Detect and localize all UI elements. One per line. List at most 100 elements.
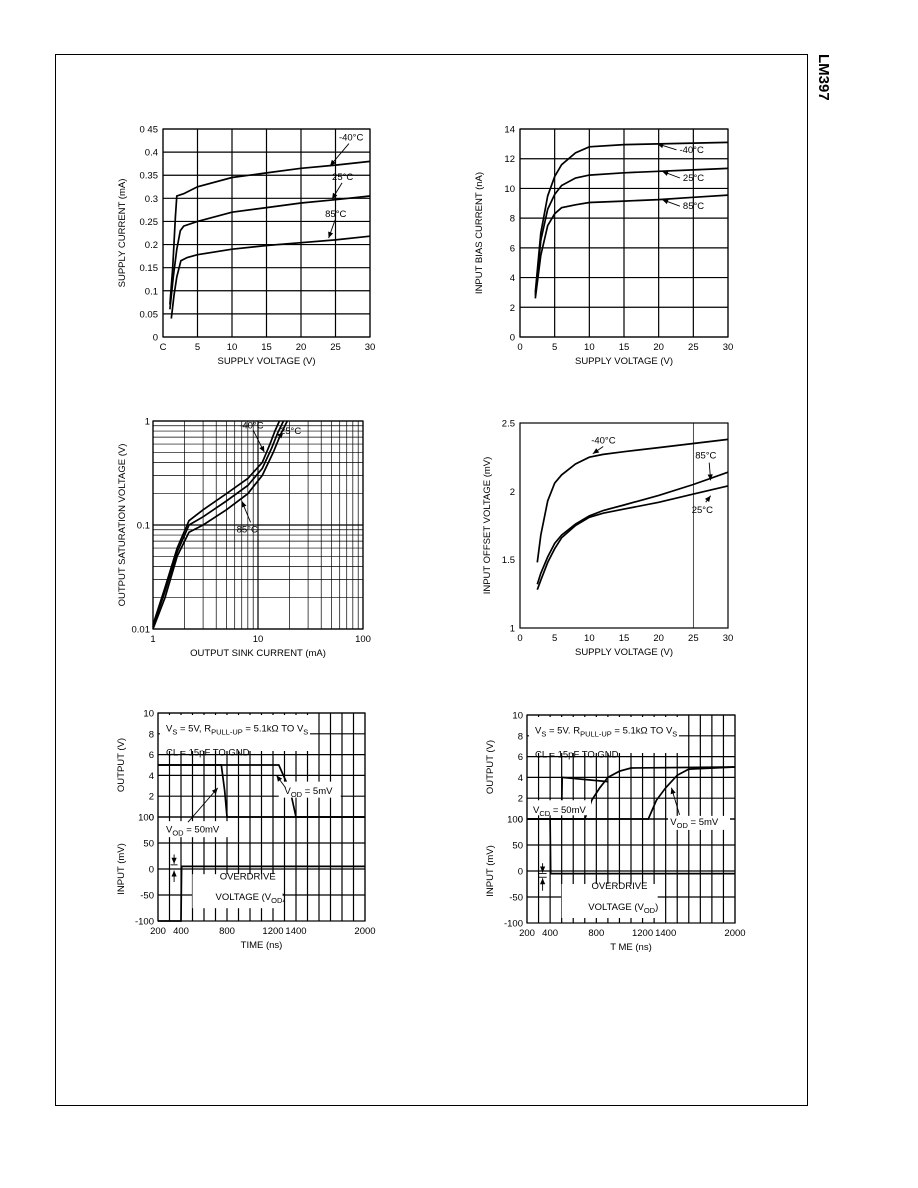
output-trace xyxy=(527,766,736,820)
series-line xyxy=(536,438,729,563)
annotation-arrow xyxy=(657,143,677,151)
series-line xyxy=(170,235,371,319)
vod-50mv-arrow xyxy=(187,787,219,823)
y-tick-label: 100 xyxy=(138,813,154,824)
y-tick-label: 0.01 xyxy=(132,625,151,636)
y-axis-label-output: OUTPUT (V) xyxy=(116,738,127,792)
x-axis-label: OUTPUT SINK CURRENT (mA) xyxy=(190,648,326,659)
series-annotation: -40°C xyxy=(591,436,616,447)
x-tick-label: 10 xyxy=(584,633,595,644)
vod-5mv-label: VOD = 5mV xyxy=(670,817,719,830)
x-tick-label: 800 xyxy=(588,928,604,939)
y-tick-label: 0.35 xyxy=(140,171,159,182)
y-tick-label: 0.1 xyxy=(145,286,158,297)
y-tick-label: 0.1 xyxy=(137,521,150,532)
x-tick-label: 100 xyxy=(355,634,371,645)
vod-5mv-label: VOD = 5mV xyxy=(285,786,334,799)
series-line xyxy=(534,141,729,293)
y-tick-label: -50 xyxy=(509,893,523,904)
x-tick-label: 5 xyxy=(552,633,557,644)
y-axis-label-input: INPUT (mV) xyxy=(485,845,496,897)
y-tick-label: 50 xyxy=(143,839,154,850)
x-tick-label: 2000 xyxy=(354,926,375,937)
y-axis-label: OUTPUT SATURATION VOLTAGE (V) xyxy=(117,444,128,607)
plot-area xyxy=(519,422,729,629)
x-tick-label: 200 xyxy=(519,928,535,939)
x-tick-label: 800 xyxy=(219,926,235,937)
x-tick-label: 10 xyxy=(227,342,238,353)
series-annotation: 25°C xyxy=(692,505,713,516)
annotation-arrow xyxy=(707,462,713,481)
test-condition-1: VS = 5V, RPULL-UP = 5.1kΩ TO VS xyxy=(166,724,308,737)
series-annotation: -40°C xyxy=(679,145,704,156)
y-tick-label: 12 xyxy=(504,154,515,165)
series-line xyxy=(534,167,729,296)
annotation-arrow xyxy=(329,143,350,167)
x-tick-label: 1200 xyxy=(632,928,653,939)
y-tick-label: 2 xyxy=(510,303,515,314)
x-tick-label: 2000 xyxy=(724,928,745,939)
x-tick-label: 1200 xyxy=(262,926,283,937)
vod-5mv-arrow xyxy=(670,787,680,815)
annotation-arrow xyxy=(276,433,284,439)
series-annotation: 85°C xyxy=(237,524,258,535)
chart-response-time-2: 0 2 4 6 8 10 -100 -50 0 50 100 200 400 800 1200 1400 200… xyxy=(485,711,746,954)
y-tick-label: 0 xyxy=(149,813,154,824)
x-tick-label: 30 xyxy=(723,342,734,353)
x-tick-label: 0 xyxy=(517,342,522,353)
y-tick-label: 10 xyxy=(504,184,515,195)
series-line xyxy=(152,420,285,628)
y-tick-label: 0 xyxy=(510,333,515,344)
y-tick-label: 0 xyxy=(149,865,154,876)
series-line xyxy=(152,420,289,630)
x-tick-label: 30 xyxy=(723,633,734,644)
annotation-arrow xyxy=(661,199,681,207)
annotation-arrow xyxy=(331,182,343,200)
y-axis-label-output: OUTPUT (V) xyxy=(485,740,496,794)
series-annotation: 25°C xyxy=(332,172,353,183)
chart-input-bias-current: 0 2 4 6 8 10 12 14 0 5 10 15 20 25 30 SUPPLY VOLTAGE (V… xyxy=(474,125,734,368)
vod-50mv-label: VCD = 50mV xyxy=(533,805,586,818)
annotation-arrow xyxy=(241,500,252,523)
vod-50mv-label: VOD = 50mV xyxy=(166,825,220,838)
x-axis-label: TIME (ns) xyxy=(241,940,283,951)
input-trace xyxy=(158,865,365,922)
y-tick-label: 2.5 xyxy=(502,419,515,430)
chart-response-time-1: 0 2 4 6 8 10 -100 -50 0 50 100 200 400 800 1200 1400 200… xyxy=(116,709,376,952)
x-axis-label: SUPPLY VOLTAGE (V) xyxy=(217,356,315,367)
chart-supply-current: 0 0.05 0.1 0.15 0.2 0.25 0.3 0.35 0.4 0 45 C 5 10 15 2… xyxy=(117,125,376,368)
test-condition-2: CL = 15pF TO GND xyxy=(535,750,619,761)
x-tick-label: 10 xyxy=(253,634,264,645)
y-tick-label: 2 xyxy=(518,794,523,805)
y-tick-label: 50 xyxy=(512,841,523,852)
series-line xyxy=(536,485,729,590)
x-tick-label: 5 xyxy=(552,342,557,353)
x-tick-label: 400 xyxy=(173,926,189,937)
overdrive-label: OVERDRIVE xyxy=(220,871,276,882)
series-line xyxy=(152,420,281,625)
y-tick-label: 2 xyxy=(149,792,154,803)
x-axis-label: SUPPLY VOLTAGE (V) xyxy=(575,647,673,658)
series-annotation: 25°C xyxy=(683,173,704,184)
y-tick-label: 10 xyxy=(143,709,154,720)
x-tick-label: C xyxy=(160,342,167,353)
y-tick-label: 0.3 xyxy=(145,194,158,205)
x-tick-label: 200 xyxy=(150,926,166,937)
overdrive-arrow-up xyxy=(171,870,177,882)
y-tick-label: 4 xyxy=(149,771,154,782)
series-annotation: 85°C xyxy=(325,209,346,220)
x-tick-label: 1 xyxy=(150,634,155,645)
x-tick-label: 30 xyxy=(365,342,376,353)
series-annotation: -40°C xyxy=(239,420,264,431)
vod-5mv-arrow xyxy=(276,775,287,789)
y-tick-label: 0.05 xyxy=(140,309,159,320)
y-axis-label: INPUT BIAS CURRENT (nA) xyxy=(474,172,485,294)
y-tick-label: 6 xyxy=(518,752,523,763)
x-axis-label: SUPPLY VOLTAGE (V) xyxy=(575,356,673,367)
overdrive-label: OVERDRIVE xyxy=(591,881,647,892)
y-tick-label: 1 xyxy=(145,417,150,428)
x-tick-label: 10 xyxy=(584,342,595,353)
y-tick-label: -100 xyxy=(504,919,523,930)
y-axis-label-input: INPUT (mV) xyxy=(116,843,127,895)
chart-input-offset-voltage: 1 1.5 2 2.5 0 5 10 15 20 25 30 SUPPLY VOLTAGE (V) IN… xyxy=(482,419,734,659)
